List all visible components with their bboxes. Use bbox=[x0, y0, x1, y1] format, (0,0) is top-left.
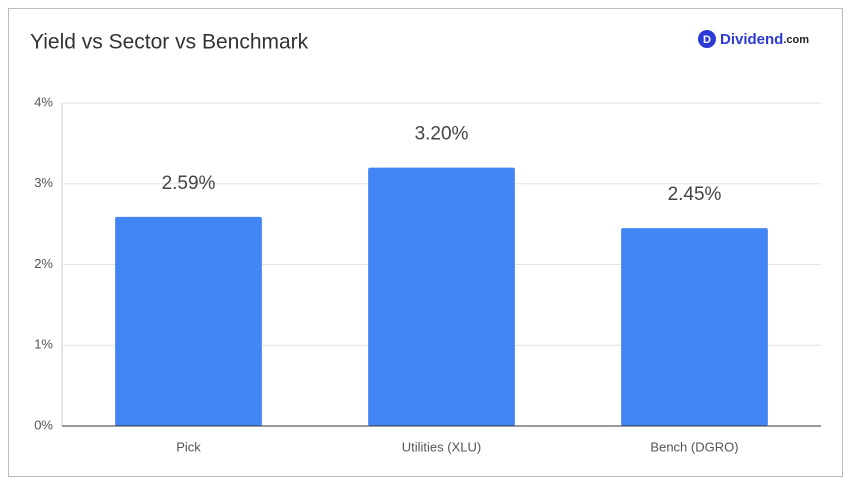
brand-name: Dividend.com bbox=[720, 31, 809, 48]
x-tick-label: Bench (DGRO) bbox=[650, 439, 738, 454]
x-tick-label: Pick bbox=[176, 439, 201, 454]
value-label: 3.20% bbox=[415, 124, 469, 145]
brand-word: Dividend bbox=[720, 31, 783, 48]
brand-icon: D bbox=[703, 34, 711, 46]
y-tick-label: 1% bbox=[34, 337, 53, 352]
y-tick-label: 4% bbox=[34, 94, 53, 109]
bar bbox=[115, 216, 262, 426]
y-tick-label: 3% bbox=[34, 175, 53, 190]
chart-title: Yield vs Sector vs Benchmark bbox=[30, 31, 309, 54]
brand-suffix: .com bbox=[783, 34, 809, 46]
brand-icon-bg bbox=[698, 30, 716, 48]
bar bbox=[621, 228, 768, 426]
bar bbox=[368, 167, 515, 426]
value-label: 2.59% bbox=[162, 173, 216, 194]
y-tick-label: 2% bbox=[34, 256, 53, 271]
y-tick-label: 0% bbox=[34, 417, 53, 432]
x-tick-label: Utilities (XLU) bbox=[402, 439, 481, 454]
value-label: 2.45% bbox=[668, 184, 722, 205]
